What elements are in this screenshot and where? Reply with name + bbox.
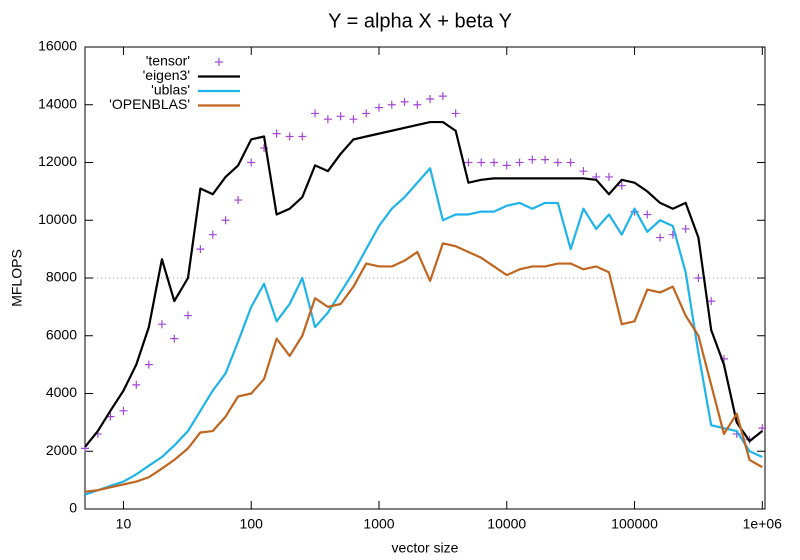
data-point	[566, 158, 575, 167]
x-tick-label: 100	[240, 516, 264, 532]
y-tick-label: 6000	[46, 326, 77, 342]
data-point	[374, 103, 383, 112]
data-point	[643, 210, 652, 219]
x-axis-label: vector size	[392, 540, 459, 556]
legend-label: 'tensor'	[146, 53, 190, 69]
data-point	[323, 115, 332, 124]
data-point	[349, 115, 358, 124]
data-point	[528, 155, 537, 164]
legend-label: 'ublas'	[151, 82, 190, 98]
data-point	[413, 100, 422, 109]
y-tick-label: 4000	[46, 384, 77, 400]
data-point	[541, 155, 550, 164]
y-tick-label: 14000	[38, 95, 77, 111]
chart-title: Y = alpha X + beta Y	[328, 10, 512, 32]
legend-marker	[215, 58, 223, 66]
data-point	[451, 109, 460, 118]
data-point	[234, 196, 243, 205]
y-tick-label: 16000	[38, 38, 77, 54]
data-point	[247, 158, 256, 167]
data-point	[477, 158, 486, 167]
data-point	[553, 158, 562, 167]
data-point	[272, 129, 281, 138]
data-point	[502, 161, 511, 170]
y-tick-label: 2000	[46, 442, 77, 458]
data-point	[758, 424, 767, 433]
data-point	[311, 109, 320, 118]
data-point	[656, 233, 665, 242]
y-tick-label: 0	[69, 500, 77, 516]
data-point	[694, 274, 703, 282]
data-point	[387, 100, 396, 109]
data-point	[707, 297, 716, 306]
data-point	[285, 132, 294, 141]
data-point	[681, 224, 690, 233]
data-point	[489, 158, 498, 167]
data-point	[515, 158, 524, 167]
data-point	[196, 245, 205, 254]
data-line	[84, 242, 763, 493]
data-point	[170, 334, 179, 343]
data-line	[84, 167, 763, 496]
data-point	[604, 172, 613, 181]
x-tick-label: 10000	[487, 516, 526, 532]
y-axis-label: MFLOPS	[9, 249, 25, 307]
x-tick-label: 1000	[363, 516, 394, 532]
data-point	[221, 216, 230, 225]
data-point	[438, 92, 447, 101]
data-point	[336, 112, 345, 121]
data-point	[579, 167, 588, 176]
y-tick-label: 10000	[38, 211, 77, 227]
legend-label: 'OPENBLAS'	[109, 96, 190, 112]
data-point	[157, 320, 166, 329]
data-point	[144, 360, 153, 369]
data-point	[184, 311, 193, 320]
data-point	[119, 406, 128, 415]
data-point	[617, 181, 626, 190]
legend-label: 'eigen3'	[143, 67, 190, 83]
plot-border	[84, 46, 766, 510]
data-point	[426, 94, 435, 103]
data-point	[298, 132, 307, 141]
x-tick-label: 1e+06	[743, 516, 783, 532]
data-point	[464, 158, 473, 167]
data-point	[132, 380, 141, 389]
data-point	[400, 97, 409, 106]
x-tick-label: 10	[116, 516, 132, 532]
y-tick-label: 12000	[38, 153, 77, 169]
data-point	[362, 109, 371, 118]
y-tick-label: 8000	[46, 269, 77, 285]
x-tick-label: 100000	[611, 516, 658, 532]
data-point	[208, 230, 217, 239]
data-line	[84, 120, 763, 448]
